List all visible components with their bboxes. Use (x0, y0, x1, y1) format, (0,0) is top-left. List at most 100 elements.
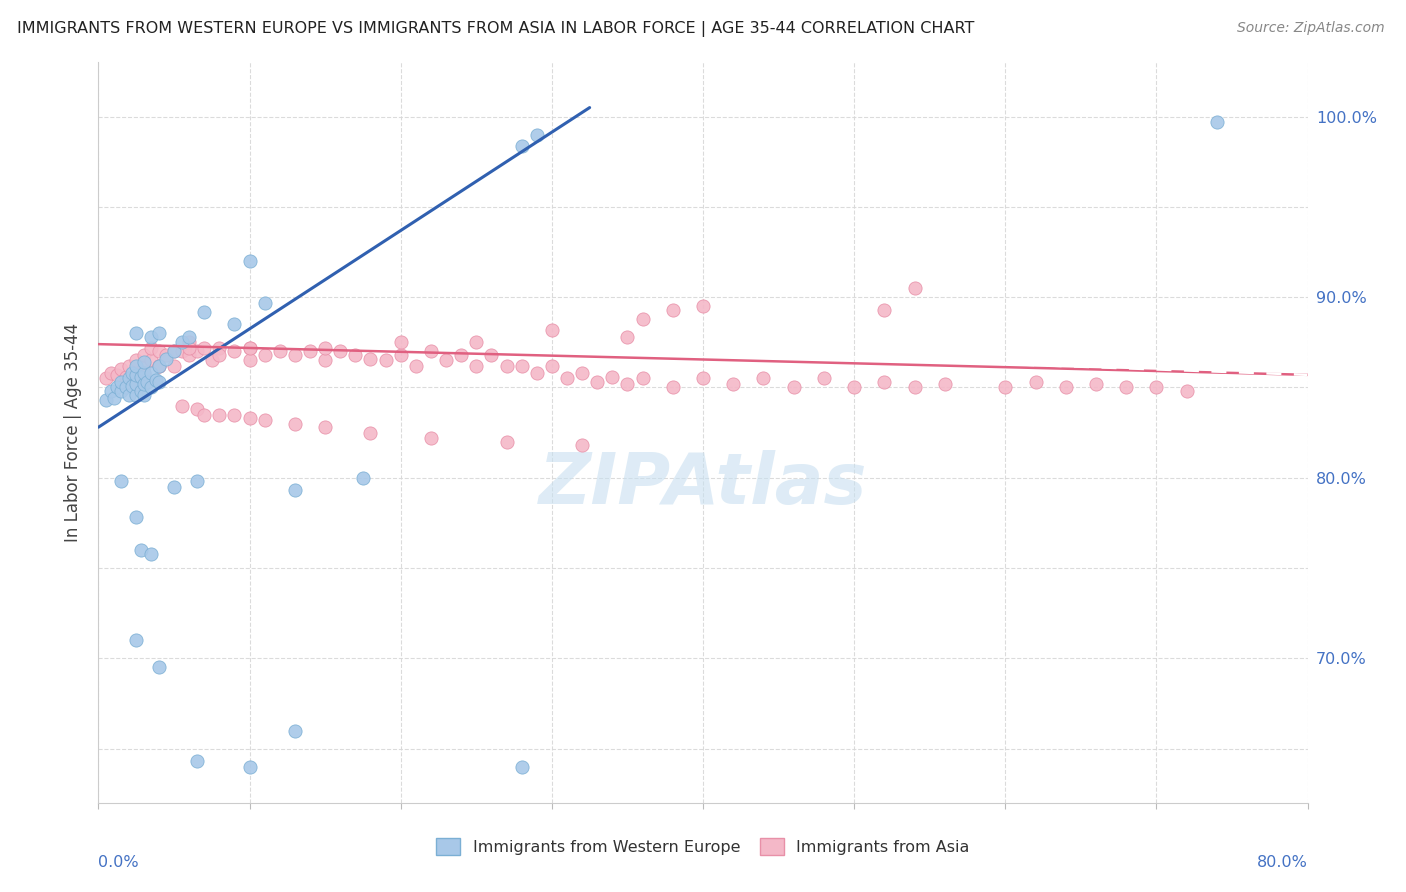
Text: 0.0%: 0.0% (98, 855, 139, 870)
Point (121, 378, 143, 392)
Point (723, 376, 745, 391)
Point (224, 318, 246, 332)
Point (208, 341, 231, 355)
Point (571, 438, 593, 452)
Legend: Immigrants from Western Europe, Immigrants from Asia: Immigrants from Western Europe, Immigran… (430, 831, 976, 862)
Point (602, 369, 624, 384)
Point (105, 380, 128, 394)
Point (555, 371, 578, 385)
Point (155, 348, 177, 362)
Point (934, 376, 956, 391)
Point (100, 366, 122, 380)
Point (269, 344, 291, 359)
Point (352, 471, 374, 485)
Point (692, 371, 714, 385)
Point (132, 366, 155, 380)
Point (540, 323, 562, 337)
Point (873, 375, 896, 389)
Point (1054, 380, 1077, 394)
Point (125, 368, 148, 382)
Point (631, 311, 654, 326)
Point (1085, 376, 1108, 391)
Point (813, 371, 835, 385)
Point (329, 344, 352, 359)
Point (284, 723, 307, 738)
Point (616, 330, 638, 344)
Point (118, 387, 141, 401)
Point (193, 304, 215, 318)
Point (148, 359, 170, 373)
Point (495, 359, 517, 373)
Point (125, 359, 148, 373)
Text: ZIPAtlas: ZIPAtlas (538, 450, 868, 519)
Point (540, 359, 562, 373)
Point (148, 359, 170, 373)
Point (118, 371, 141, 385)
Point (284, 348, 307, 362)
Point (179, 335, 201, 350)
Point (1024, 375, 1046, 389)
Point (179, 341, 201, 355)
Point (844, 380, 866, 394)
Point (186, 402, 208, 417)
Point (132, 355, 155, 369)
Point (1175, 384, 1198, 398)
Point (141, 341, 163, 355)
Point (129, 369, 152, 384)
Point (163, 359, 186, 373)
Point (186, 475, 208, 489)
Point (103, 392, 125, 406)
Point (752, 371, 775, 385)
Point (125, 366, 148, 380)
Point (170, 344, 193, 359)
Point (148, 375, 170, 389)
Point (141, 380, 163, 394)
Point (465, 359, 488, 373)
Point (1115, 380, 1137, 394)
Point (114, 380, 136, 394)
Point (344, 348, 367, 362)
Text: Source: ZipAtlas.com: Source: ZipAtlas.com (1237, 21, 1385, 36)
Point (132, 373, 155, 387)
Point (125, 510, 148, 524)
Point (141, 330, 163, 344)
Point (904, 380, 927, 394)
Point (114, 369, 136, 384)
Point (389, 348, 412, 362)
Point (110, 375, 132, 389)
Point (299, 344, 322, 359)
Y-axis label: In Labor Force | Age 35-44: In Labor Force | Age 35-44 (65, 323, 83, 542)
Point (510, 138, 533, 153)
Point (155, 351, 177, 366)
Point (132, 376, 155, 391)
Point (783, 380, 806, 394)
Point (661, 302, 683, 317)
Point (129, 384, 152, 398)
Point (121, 366, 143, 380)
Point (405, 359, 427, 373)
Point (495, 434, 517, 449)
Point (586, 375, 609, 389)
Point (129, 543, 152, 558)
Point (510, 359, 533, 373)
Point (631, 371, 654, 385)
Point (163, 344, 186, 359)
Point (125, 387, 148, 401)
Point (253, 348, 276, 362)
Point (125, 633, 148, 648)
Point (420, 344, 443, 359)
Point (526, 366, 548, 380)
Point (239, 353, 262, 368)
Point (420, 431, 443, 445)
Point (125, 326, 148, 341)
Point (148, 344, 170, 359)
Point (125, 376, 148, 391)
Point (125, 371, 148, 385)
Point (284, 417, 307, 431)
Point (571, 366, 593, 380)
Point (1144, 380, 1167, 394)
Point (125, 376, 148, 391)
Point (125, 353, 148, 368)
Point (148, 326, 170, 341)
Point (163, 344, 186, 359)
